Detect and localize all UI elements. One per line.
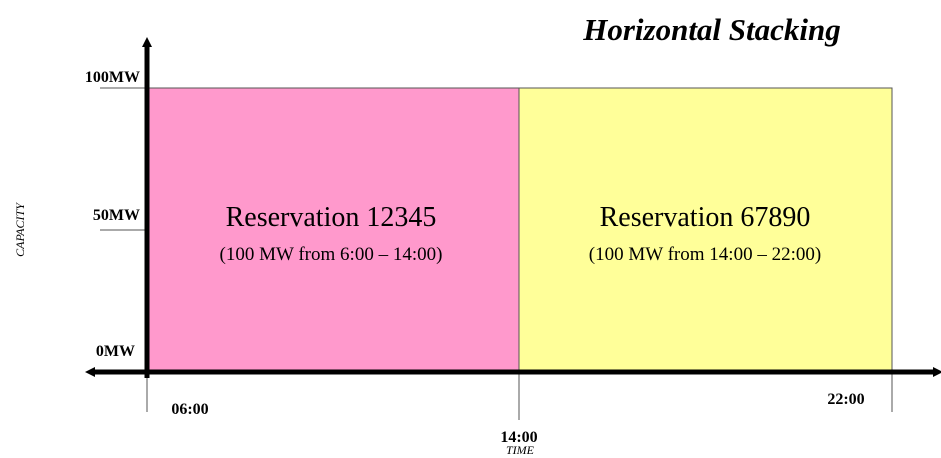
x-tick-label: 14:00 — [500, 429, 537, 446]
block-1 — [146, 87, 520, 371]
x-tick-label: 22:00 — [827, 391, 864, 408]
title: Horizontal Stacking — [582, 12, 841, 47]
x-axis-label: TIME — [506, 443, 535, 457]
block-2 — [518, 87, 893, 371]
y-tick-label: 100MW — [85, 69, 140, 86]
x-tick-label: 06:00 — [171, 401, 208, 418]
block-detail: (100 MW from 6:00 – 14:00) — [220, 244, 443, 265]
y-axis-label: CAPACITY — [13, 202, 27, 257]
block-name: Reservation 67890 — [600, 202, 811, 233]
block-name: Reservation 12345 — [226, 202, 437, 233]
y-tick-label: 50MW — [93, 207, 140, 224]
block-detail: (100 MW from 14:00 – 22:00) — [589, 244, 821, 265]
y-tick-label: 0MW — [96, 343, 135, 360]
